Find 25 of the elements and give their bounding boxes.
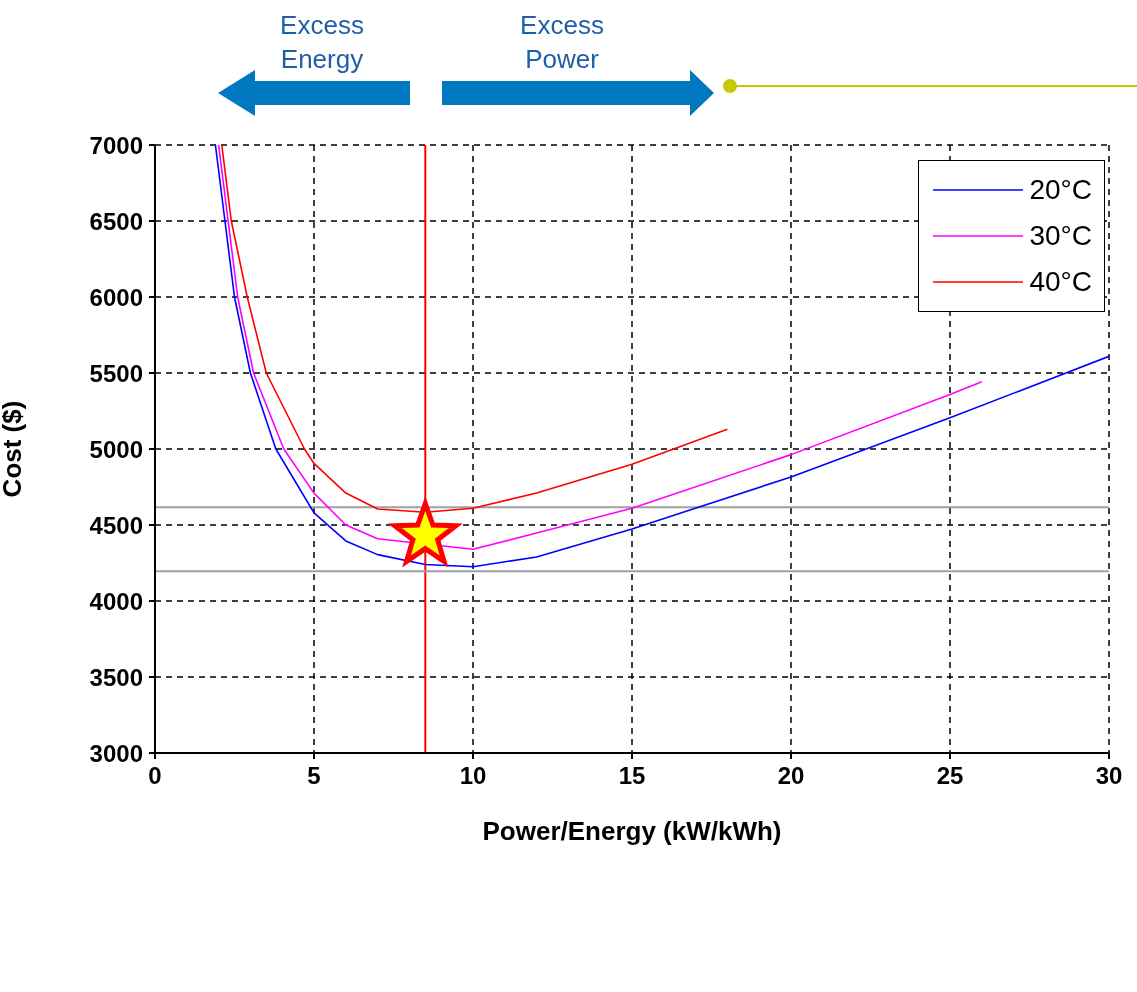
- x-tick-label: 15: [618, 762, 646, 790]
- text: Excess Power: [519, 9, 605, 76]
- y-tick-label: 6500: [89, 207, 143, 235]
- line-series: [217, 145, 983, 551]
- x-tick-label: 0: [148, 762, 162, 790]
- y-axis-title: Cost ($): [0, 400, 28, 498]
- y-tick-label: 4000: [89, 587, 143, 615]
- x-tick-label: 25: [936, 762, 964, 790]
- x-tick-label: 5: [307, 762, 321, 790]
- line-series: [214, 145, 1109, 568]
- x-tick-label: 10: [459, 762, 487, 790]
- y-tick-label: 4500: [89, 511, 143, 539]
- y-tick-label: 5500: [89, 359, 143, 387]
- x-tick-label: 20: [777, 762, 805, 790]
- legend-label: 20°C: [1029, 174, 1092, 206]
- x-axis-title: Power/Energy (kW/kWh): [482, 816, 782, 846]
- legend-label: 40°C: [1029, 266, 1092, 298]
- y-tick-label: 3500: [89, 663, 143, 691]
- y-tick-label: 7000: [89, 131, 143, 159]
- y-tick-label: 3000: [89, 739, 143, 767]
- legend-label: 30°C: [1029, 220, 1092, 252]
- y-tick-label: 5000: [89, 435, 143, 463]
- x-tick-label: 30: [1095, 762, 1123, 790]
- text: Excess Energy: [279, 9, 365, 76]
- y-tick-label: 6000: [89, 283, 143, 311]
